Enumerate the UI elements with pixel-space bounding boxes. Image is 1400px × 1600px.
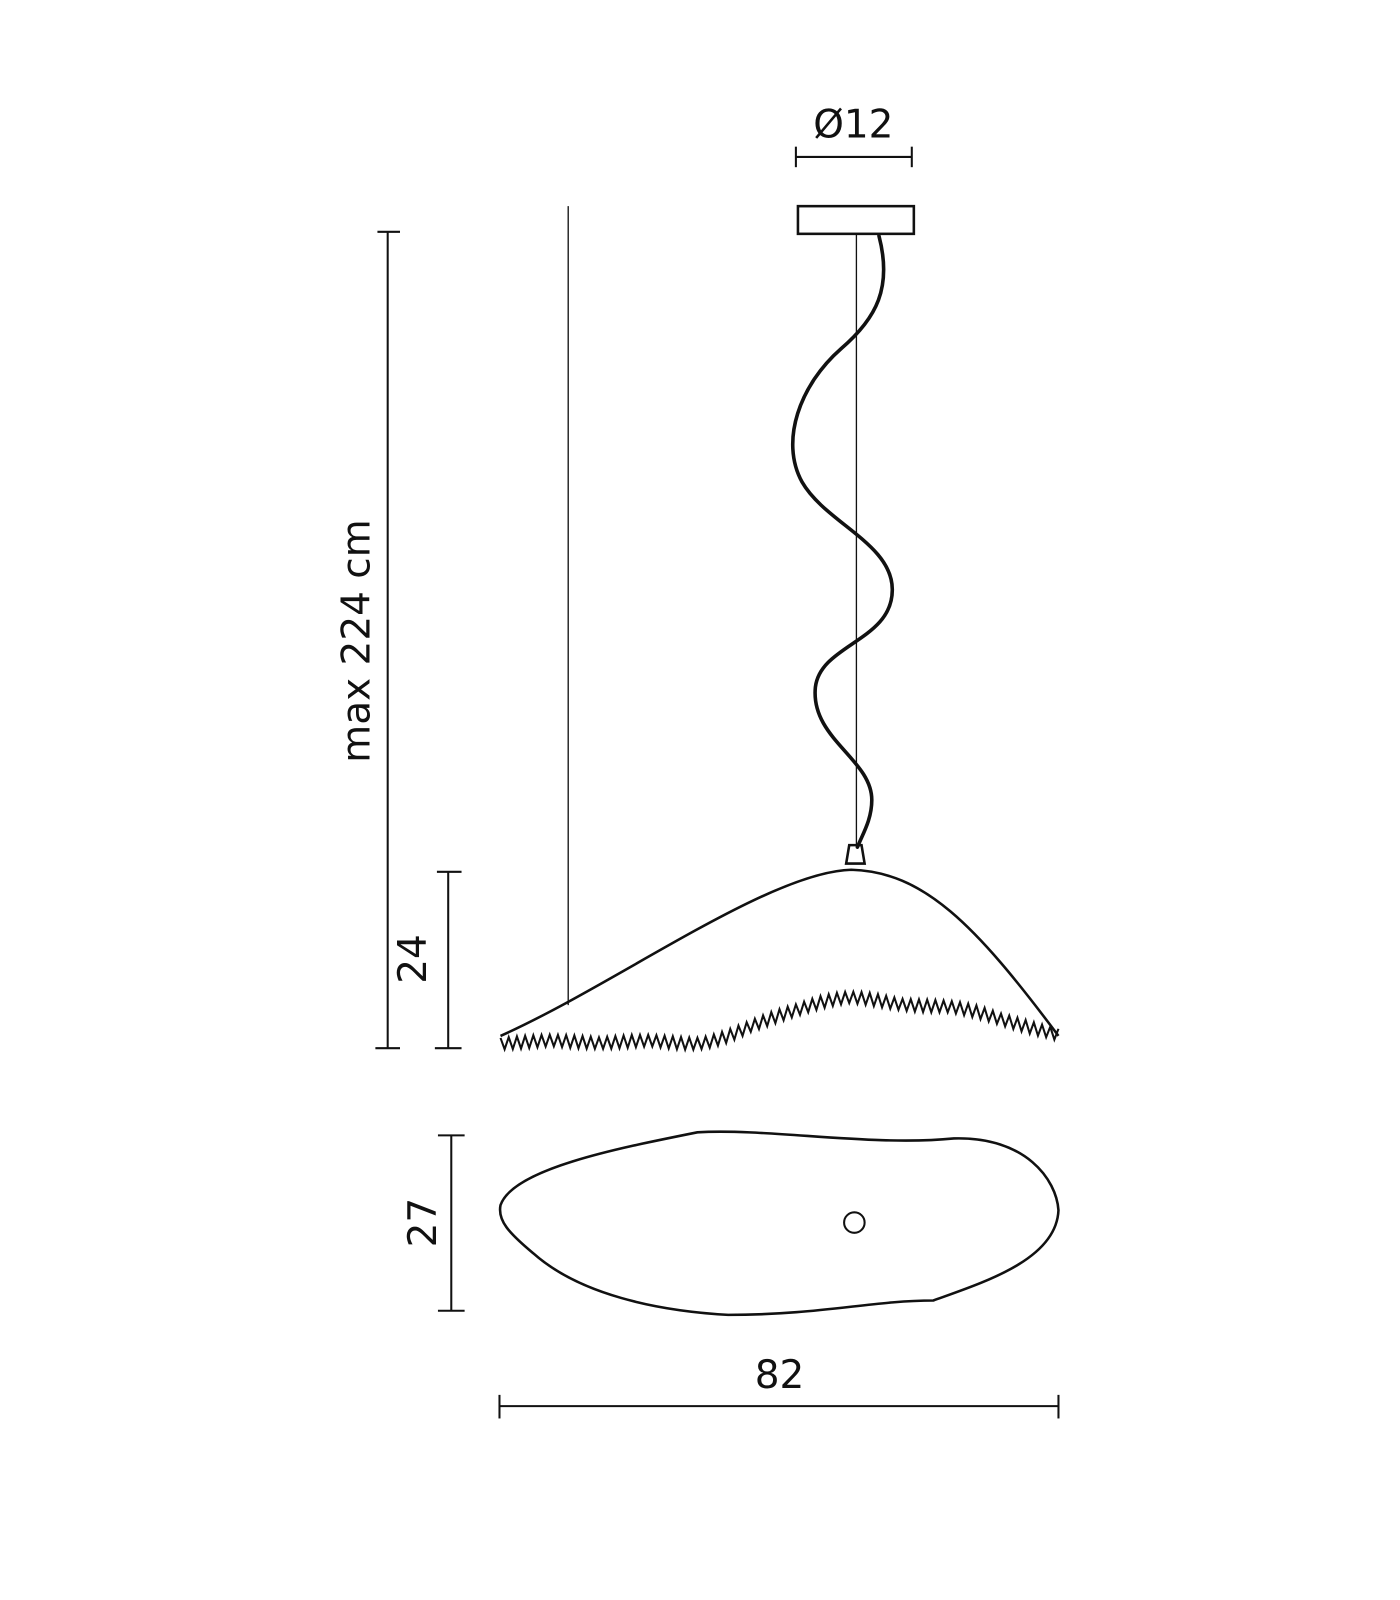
canopy [796, 204, 916, 236]
shade-height-dimension-line [434, 870, 462, 1050]
shade-height-label: 24 [391, 934, 436, 984]
max-height-label: max 224 cm [334, 519, 379, 762]
shade-depth-dimension-line [437, 1134, 465, 1312]
shade-width-dimension-line [498, 1394, 1060, 1419]
shade-width-label: 82 [755, 1353, 805, 1398]
max-height-dimension-line [375, 230, 400, 1050]
shade-top-view [498, 1130, 1060, 1317]
shade-depth-label: 27 [401, 1198, 446, 1248]
shade-fringe [499, 988, 1060, 1053]
power-cable [791, 234, 895, 849]
canopy-diameter-label: Ø12 [813, 103, 893, 148]
canopy-dimension-line [794, 146, 913, 168]
shade-top [499, 868, 1060, 1038]
cable-hole [843, 1211, 866, 1234]
connector [844, 843, 867, 865]
